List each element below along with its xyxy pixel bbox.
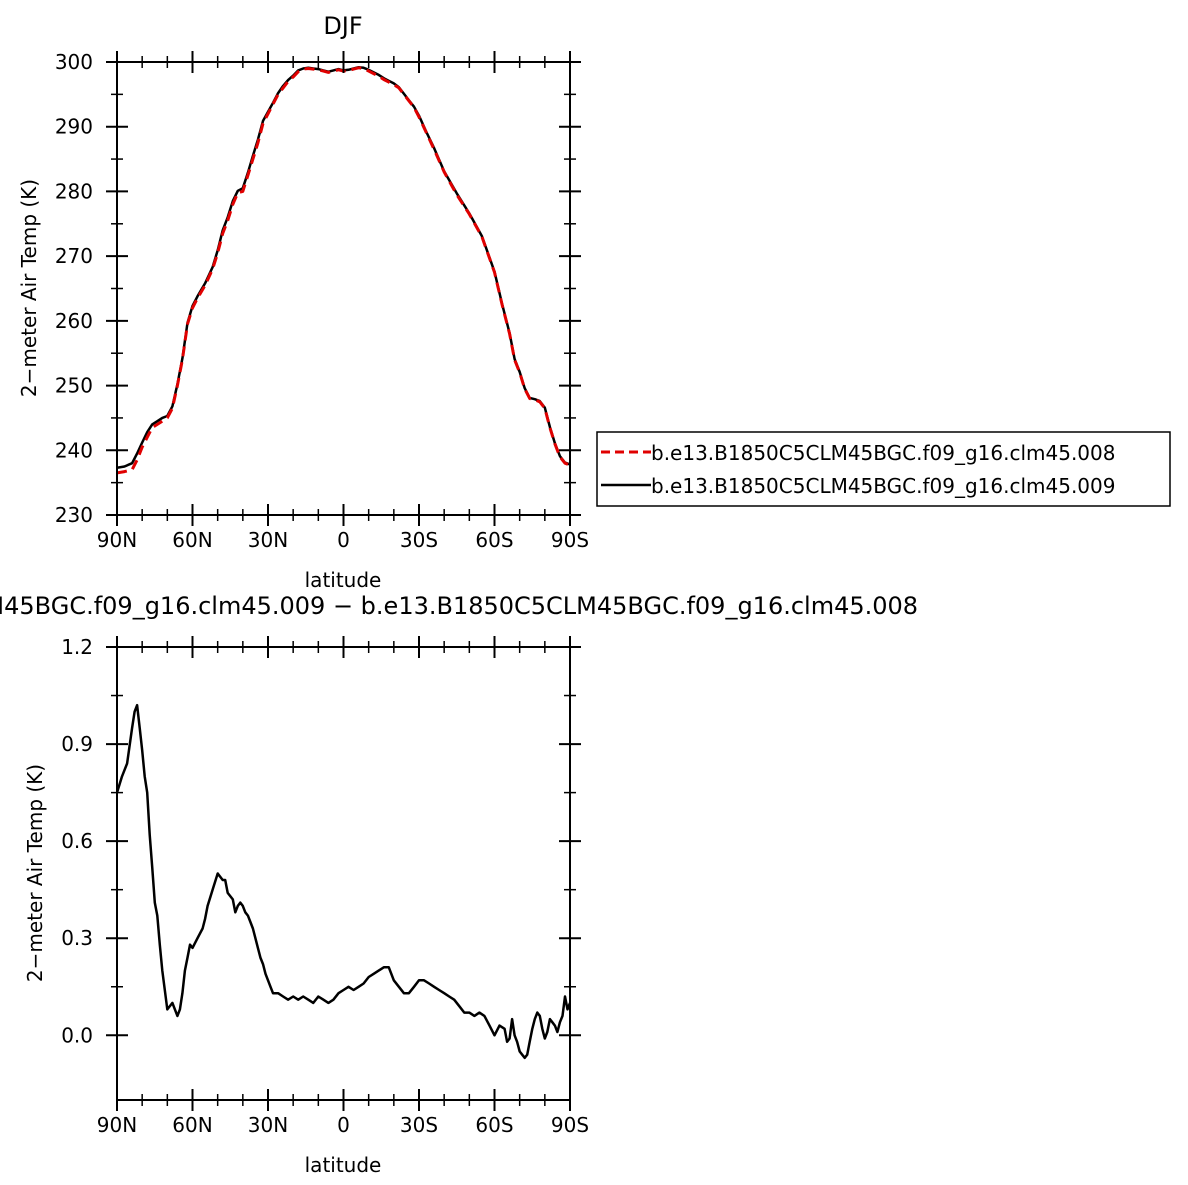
bottom-axis-ticks: 90N 60N 30N 0 30S 60S 90S 0.0 0.3 0.6 0.9 1.2: [61, 635, 589, 1137]
top-plot-frame: [116, 61, 571, 516]
bottom-ytick-label: 0.3: [61, 926, 93, 950]
legend-label-008: b.e13.B1850C5CLM45BGC.f09_g16.clm45.008: [651, 441, 1115, 465]
bottom-series-group: [117, 703, 570, 1060]
legend-label-009: b.e13.B1850C5CLM45BGC.f09_g16.clm45.009: [651, 474, 1115, 498]
bottom-ytick-label: 1.2: [61, 635, 93, 659]
bottom-xtick-label: 60S: [475, 1113, 513, 1137]
top-series-group: [117, 65, 570, 475]
top-xtick-label: 30N: [248, 528, 288, 552]
bottom-xtick-label: 30S: [400, 1113, 438, 1137]
bottom-xtick-label: 30N: [248, 1113, 288, 1137]
top-panel: DJF 90N 60N 30N 0 30S 60S 90S 230 240 250 260 270 28…: [17, 12, 1171, 592]
bottom-panel-title: b.e13.B1850C5CLM45BGC.f09_g16.clm45.009 …: [0, 592, 918, 620]
top-xtick-label: 90S: [551, 528, 589, 552]
top-panel-title: DJF: [323, 12, 362, 40]
top-xtick-label: 60S: [475, 528, 513, 552]
top-series-line-1: [117, 65, 570, 470]
top-series-line-0: [117, 66, 570, 475]
top-y-axis-title: 2−meter Air Temp (K): [17, 179, 41, 397]
legend-box: [596, 431, 1171, 507]
top-ytick-label: 270: [55, 244, 93, 268]
bottom-xtick-label: 90S: [551, 1113, 589, 1137]
bottom-xtick-label: 60N: [172, 1113, 212, 1137]
top-ytick-label: 240: [55, 438, 93, 462]
bottom-x-axis-title: latitude: [305, 1153, 382, 1177]
bottom-ytick-label: 0.6: [61, 829, 93, 853]
bottom-y-axis-title: 2−meter Air Temp (K): [23, 764, 47, 982]
bottom-series-line-0: [117, 703, 570, 1060]
top-xtick-label: 60N: [172, 528, 212, 552]
bottom-panel: b.e13.B1850C5CLM45BGC.f09_g16.clm45.009 …: [0, 592, 918, 1177]
bottom-ytick-label: 0.0: [61, 1023, 93, 1047]
top-ytick-label: 280: [55, 179, 93, 203]
top-xtick-label: 0: [337, 528, 350, 552]
top-legend: b.e13.B1850C5CLM45BGC.f09_g16.clm45.008 …: [596, 431, 1171, 507]
bottom-xtick-label: 90N: [97, 1113, 137, 1137]
bottom-xtick-label: 0: [337, 1113, 350, 1137]
top-ytick-label: 290: [55, 115, 93, 139]
top-ytick-label: 250: [55, 374, 93, 398]
top-ytick-label: 260: [55, 309, 93, 333]
top-ytick-label: 230: [55, 503, 93, 527]
top-xtick-label: 30S: [400, 528, 438, 552]
top-axis-ticks: 90N 60N 30N 0 30S 60S 90S 230 240 250 260 270 280 290…: [55, 50, 589, 552]
top-xtick-label: 90N: [97, 528, 137, 552]
top-x-axis-title: latitude: [305, 568, 382, 592]
bottom-ytick-label: 0.9: [61, 732, 93, 756]
top-ytick-label: 300: [55, 50, 93, 74]
bottom-plot-frame: [116, 646, 571, 1101]
